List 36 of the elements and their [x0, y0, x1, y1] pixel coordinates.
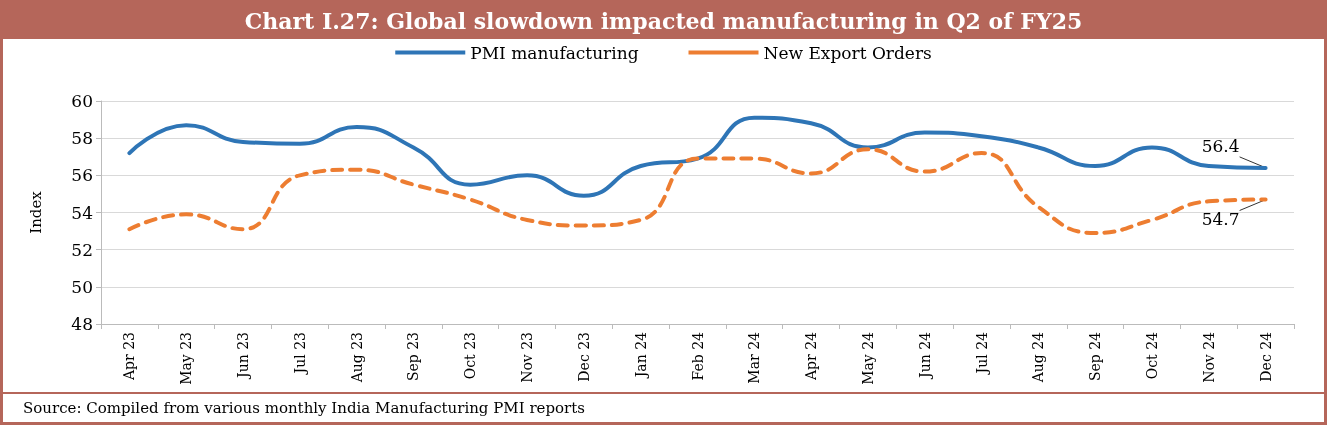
line-series	[127, 115, 1268, 198]
x-tick-label: Jul 24	[973, 331, 990, 376]
chart-title: Chart I.27: Global slowdown impacted manufacturing in Q2 of FY25	[3, 3, 1324, 39]
annotation: 54.7	[1201, 209, 1240, 230]
x-tick-label: Mar 24	[746, 331, 763, 384]
x-tick-label: Sep 24	[1087, 331, 1104, 382]
y-axis-title: Index	[26, 190, 45, 234]
x-tick-label: Aug 24	[1030, 331, 1047, 384]
legend-label: New Export Orders	[763, 42, 932, 63]
x-tick-label: Nov 24	[1200, 331, 1217, 383]
x-tick-label: Apr 24	[803, 331, 820, 382]
y-tick-label: 56	[71, 165, 93, 186]
x-tick-label: Nov 23	[519, 332, 536, 383]
x-tick-label: Feb 24	[689, 331, 706, 381]
y-tick-label: 50	[71, 276, 93, 297]
x-tick-label: Jun 24	[916, 331, 933, 380]
y-tick-label: 52	[71, 239, 93, 260]
x-tick-label: Sep 23	[405, 332, 422, 382]
x-tick-label: Dec 24	[1257, 331, 1274, 382]
x-tick-label: Jun 23	[235, 332, 252, 380]
source-note: Source: Compiled from various monthly India Manufacturing PMI reports	[3, 392, 1324, 422]
x-tick-label: Jul 23	[291, 332, 308, 376]
y-tick-label: 48	[71, 314, 93, 334]
x-tick-label: Dec 23	[575, 332, 592, 382]
annotation: 56.4	[1201, 135, 1240, 156]
y-tick-label: 58	[71, 128, 93, 149]
x-tick-label: Oct 24	[1143, 331, 1160, 380]
x-tick-label: May 24	[859, 331, 876, 385]
x-tick-label: Apr 23	[121, 332, 138, 382]
x-tick-label: Oct 23	[462, 332, 479, 380]
x-tick-label: Aug 23	[348, 332, 365, 384]
x-tick-label: May 23	[178, 332, 195, 385]
y-tick-label: 60	[71, 91, 93, 111]
x-tick-label: Jan 24	[632, 331, 649, 380]
y-tick-label: 54	[71, 202, 93, 223]
legend-label: PMI manufacturing	[470, 42, 639, 63]
